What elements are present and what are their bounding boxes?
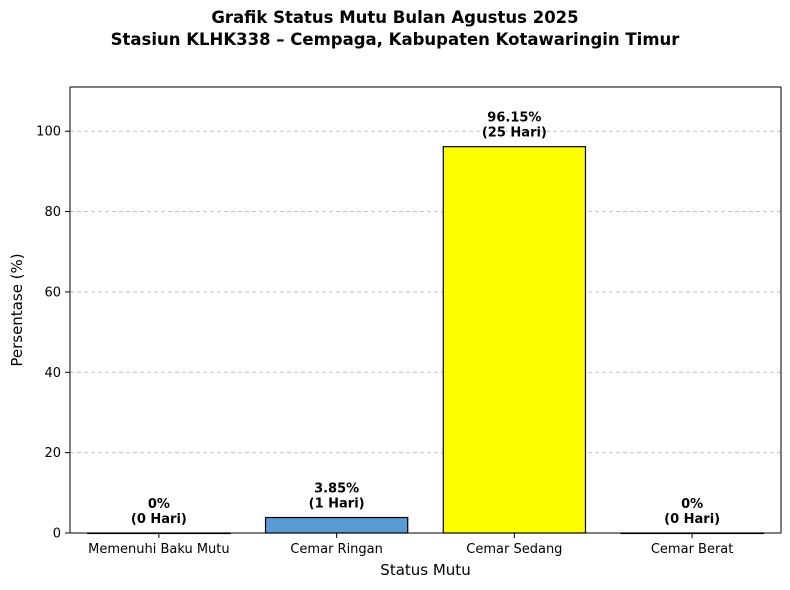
x-tick-label: Memenuhi Baku Mutu: [88, 542, 230, 557]
bar-value-label: 96.15%: [487, 111, 541, 126]
grid-lines: [70, 130, 781, 454]
x-axis-label: Status Mutu: [380, 561, 471, 579]
bar-value-label: 0%: [148, 497, 170, 512]
bar-value-label: 0%: [681, 497, 703, 512]
bar-value-label: (0 Hari): [131, 512, 187, 527]
bar-labels: 0%(0 Hari)3.85%(1 Hari)96.15%(25 Hari)0%…: [131, 111, 720, 527]
y-tick-label: 60: [44, 285, 61, 300]
x-tick-label: Cemar Ringan: [290, 542, 383, 557]
bar-value-label: (1 Hari): [309, 497, 365, 512]
bar: [442, 146, 587, 534]
bar: [264, 516, 409, 534]
plot-frame: [69, 86, 782, 534]
y-tick-label: 0: [53, 527, 61, 542]
bar-value-label: 3.85%: [314, 482, 359, 497]
bars: [87, 146, 764, 535]
y-tick-label: 80: [44, 205, 61, 220]
y-tick-label: 100: [36, 125, 61, 140]
y-axis-label: Persentase (%): [8, 253, 26, 367]
bar-value-label: (25 Hari): [482, 126, 547, 141]
y-tick-label: 20: [44, 446, 61, 461]
axes: 0 20 40 60 80 100 Memenuhi Baku Mutu Cemar Ring…: [36, 86, 782, 557]
x-tick-label: Cemar Berat: [651, 542, 734, 557]
y-tick-label: 40: [44, 366, 61, 381]
x-tick-label: Cemar Sedang: [466, 542, 562, 557]
chart-subtitle: Stasiun KLHK338 – Cempaga, Kabupaten Kot…: [110, 30, 680, 49]
bar-value-label: (0 Hari): [664, 512, 720, 527]
chart-title: Grafik Status Mutu Bulan Agustus 2025: [211, 8, 579, 27]
